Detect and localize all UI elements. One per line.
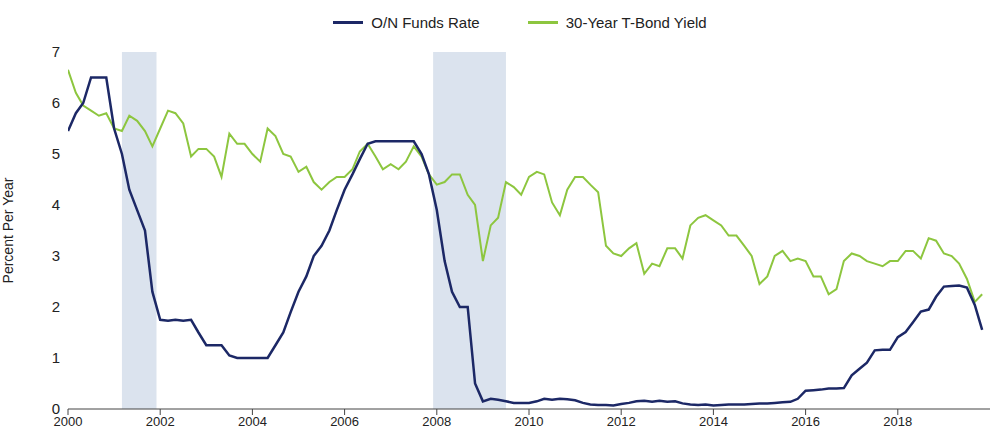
svg-text:2006: 2006: [330, 414, 359, 429]
svg-text:2010: 2010: [515, 414, 544, 429]
svg-text:6: 6: [52, 94, 60, 111]
svg-text:1: 1: [52, 349, 60, 366]
svg-text:0: 0: [52, 400, 60, 417]
html-text:30-Year T-Bond Yield: 30-Year T-Bond Yield: [565, 14, 707, 31]
svg-text:4: 4: [52, 196, 60, 213]
svg-text:2008: 2008: [422, 414, 451, 429]
svg-text:2004: 2004: [238, 414, 267, 429]
svg-text:2014: 2014: [699, 414, 728, 429]
svg-text:2: 2: [52, 298, 60, 315]
svg-text:2012: 2012: [607, 414, 636, 429]
svg-text:2002: 2002: [146, 414, 175, 429]
svg-text:Percent Per Year: Percent Per Year: [8, 177, 16, 283]
svg-text:5: 5: [52, 145, 60, 162]
svg-text:3: 3: [52, 247, 60, 264]
svg-text:7: 7: [52, 43, 60, 60]
svg-text:2000: 2000: [53, 414, 83, 430]
svg-text:2018: 2018: [883, 414, 912, 429]
html-text:O/N Funds Rate: O/N Funds Rate: [371, 14, 480, 31]
svg-text:2016: 2016: [791, 414, 820, 429]
